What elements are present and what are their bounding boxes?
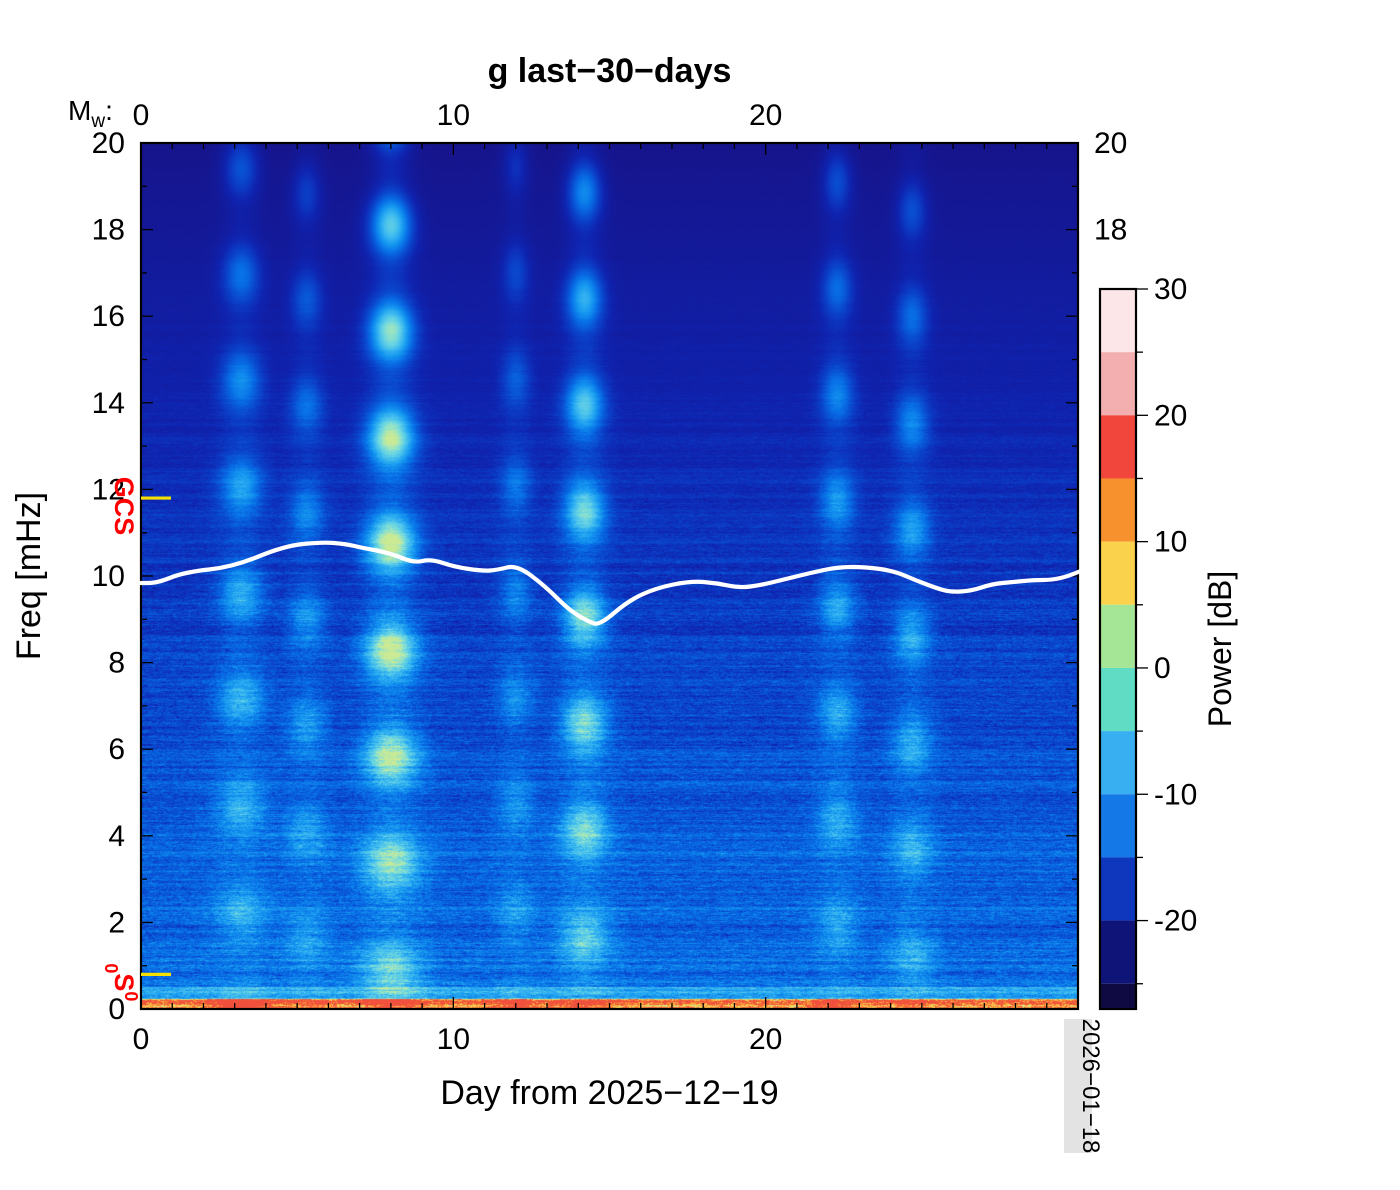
svg-text:2: 2 — [108, 906, 125, 939]
svg-text:20: 20 — [1154, 399, 1187, 432]
svg-text:10: 10 — [1154, 526, 1187, 559]
svg-text:g last−30−days: g last−30−days — [488, 52, 732, 90]
svg-text:18: 18 — [92, 214, 125, 247]
svg-text:Freq [mHz]: Freq [mHz] — [10, 492, 48, 660]
svg-text:0: 0 — [1154, 652, 1171, 685]
svg-text:6: 6 — [108, 733, 125, 766]
svg-text:2026−01−18: 2026−01−18 — [1077, 1019, 1104, 1154]
svg-text:20: 20 — [1094, 127, 1127, 160]
svg-text:-20: -20 — [1154, 905, 1197, 938]
svg-text:Power [dB]: Power [dB] — [1202, 571, 1238, 728]
svg-text:Day from 2025−12−19: Day from 2025−12−19 — [440, 1074, 778, 1112]
svg-text:30: 30 — [1154, 273, 1187, 306]
svg-text:GCS: GCS — [109, 477, 139, 536]
svg-text:-10: -10 — [1154, 778, 1197, 811]
svg-text:10: 10 — [92, 560, 125, 593]
svg-text:10: 10 — [437, 99, 470, 132]
svg-text:0: 0 — [133, 99, 150, 132]
svg-text:16: 16 — [92, 300, 125, 333]
svg-text:0: 0 — [133, 1023, 150, 1056]
svg-text:20: 20 — [749, 1023, 782, 1056]
svg-text:18: 18 — [1094, 214, 1127, 247]
svg-text:8: 8 — [108, 647, 125, 680]
svg-text:4: 4 — [108, 820, 125, 853]
svg-text:10: 10 — [437, 1023, 470, 1056]
svg-text:20: 20 — [749, 99, 782, 132]
svg-text:14: 14 — [92, 387, 125, 420]
